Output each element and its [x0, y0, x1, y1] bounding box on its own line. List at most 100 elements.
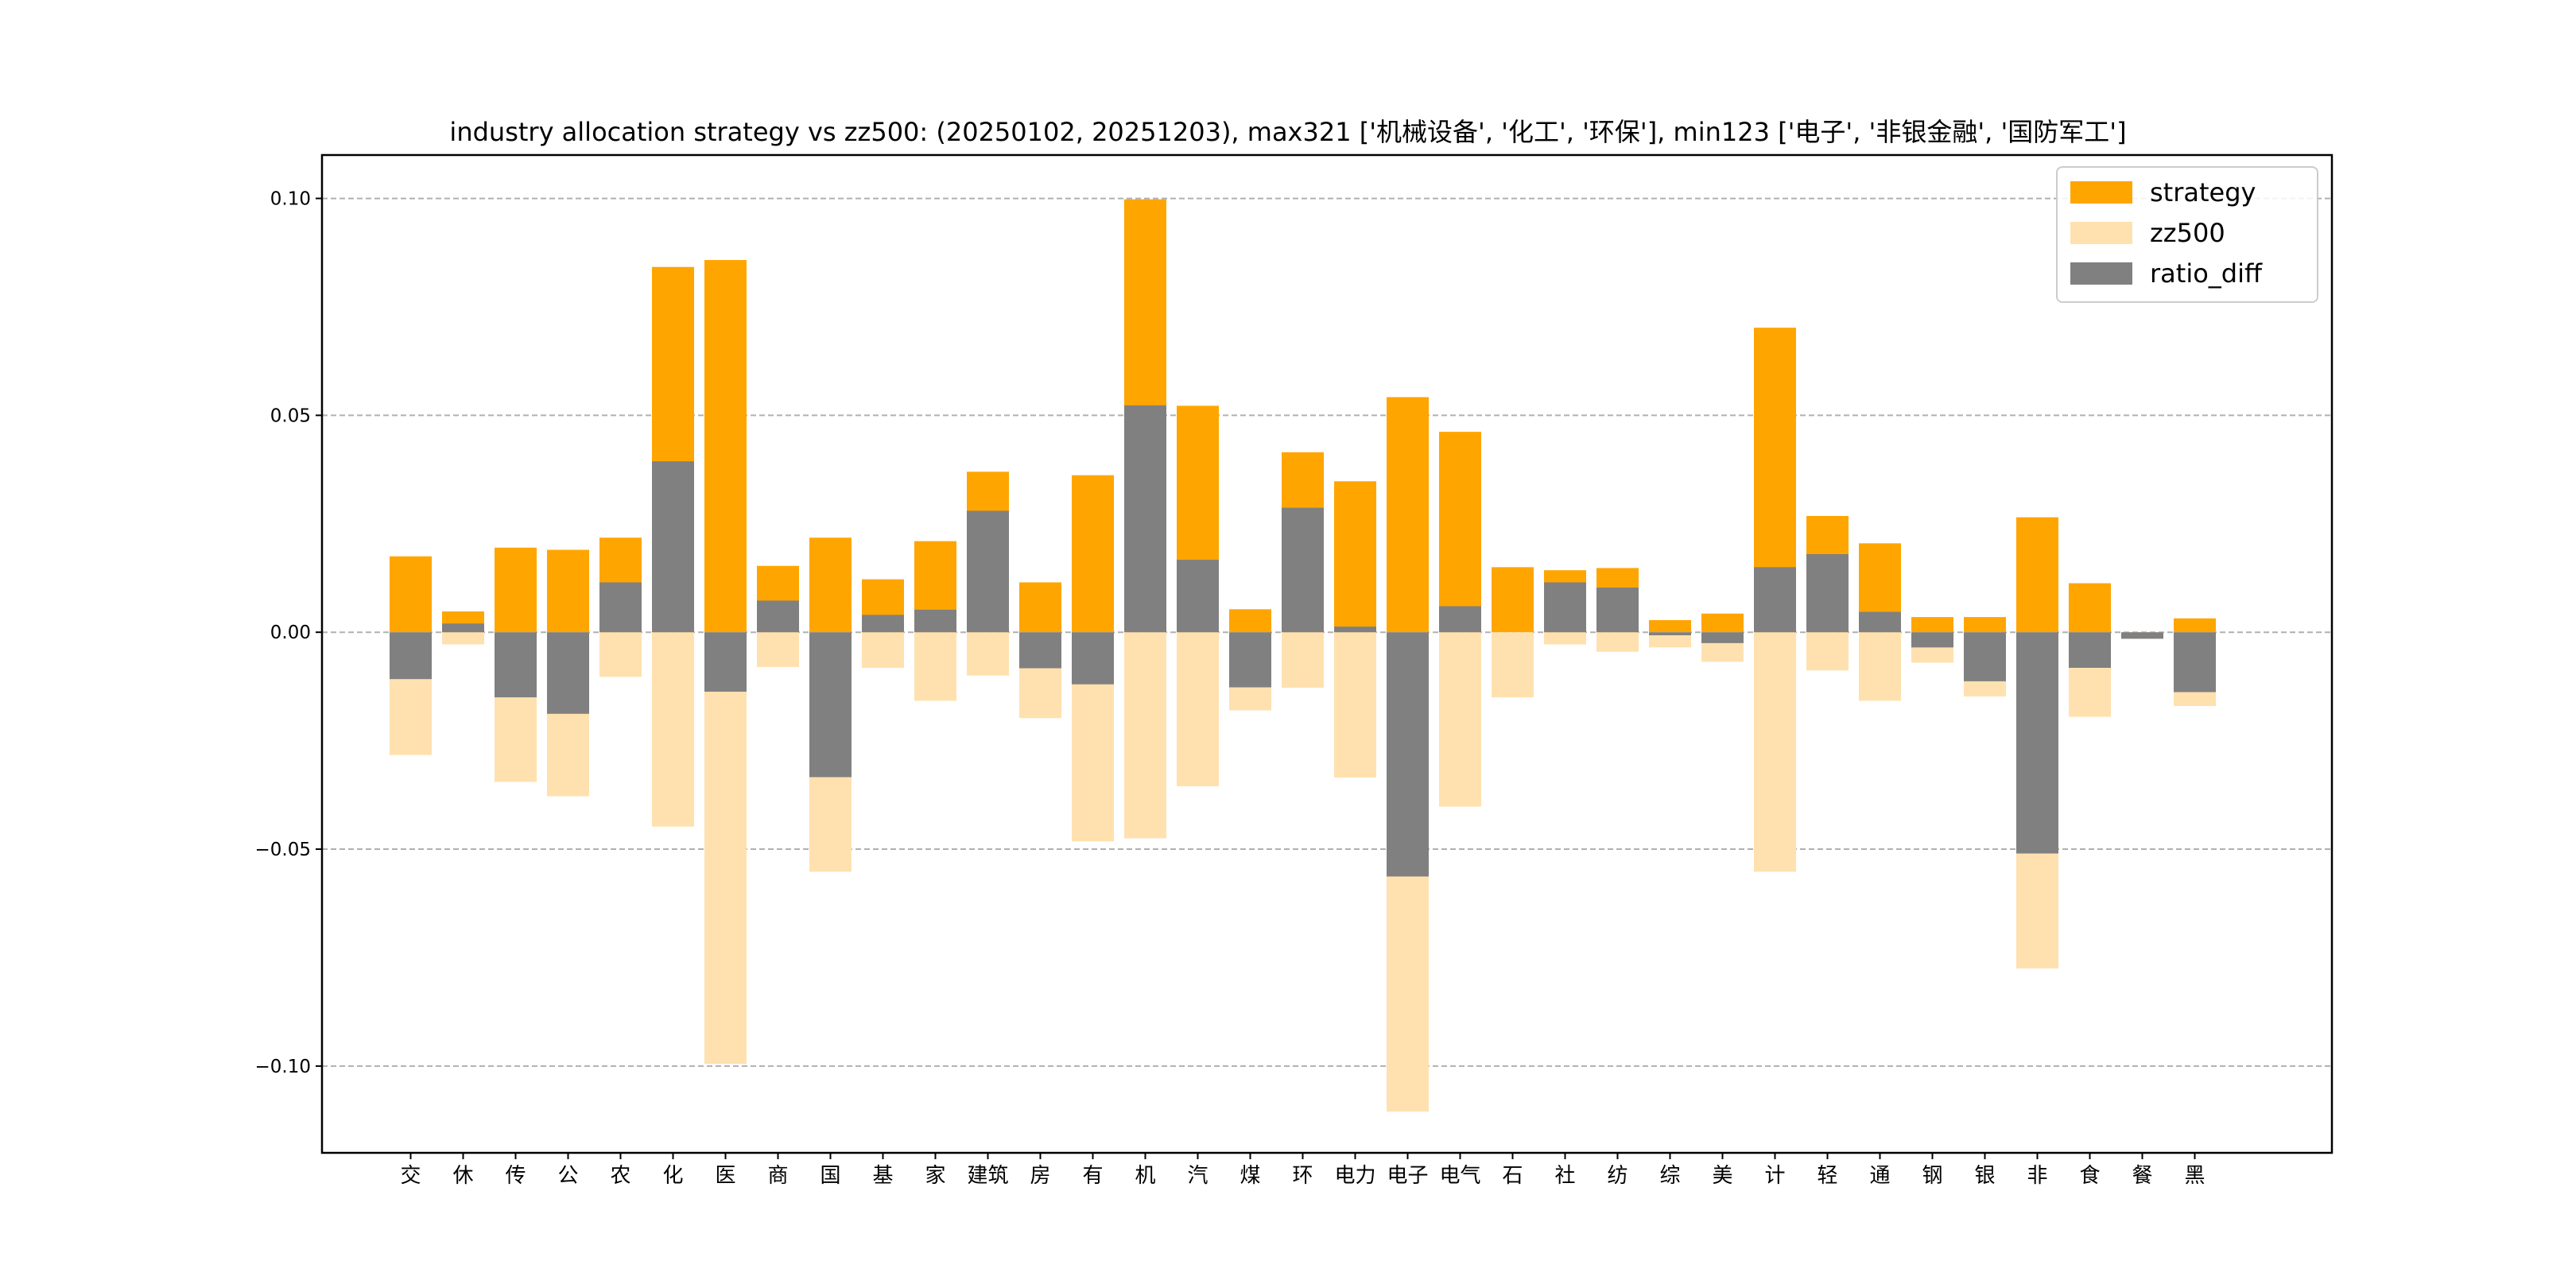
- x-tick-label: 医: [715, 1164, 735, 1188]
- bar-ratio_diff: [704, 632, 747, 692]
- bar-ratio_diff: [1334, 627, 1376, 633]
- legend-label: zz500: [2150, 218, 2225, 248]
- bar-zz500: [862, 632, 904, 668]
- bar-ratio_diff: [1282, 507, 1324, 633]
- x-axis: 交 休 传 公 农 化 医 商 国 基 家建筑房 有 机 汽 煤 环电力 电子 电气石 社 纺 综 美 计 轻 通 钢 银 非 食 餐 黑: [400, 1153, 2206, 1188]
- bar-ratio_diff: [809, 632, 852, 778]
- x-tick-label: 纺: [1607, 1164, 1627, 1188]
- x-tick-label: 综: [1659, 1164, 1680, 1188]
- bar-ratio_diff: [2174, 632, 2216, 692]
- x-tick-label: 休: [452, 1164, 473, 1188]
- bar-ratio_diff: [967, 510, 1009, 633]
- bar-strategy: [1019, 582, 1061, 633]
- bar-ratio_diff: [2016, 632, 2058, 854]
- bar-ratio_diff: [1439, 606, 1481, 633]
- bar-strategy: [390, 556, 432, 633]
- bar-strategy: [809, 537, 852, 633]
- bar-strategy: [2069, 583, 2111, 633]
- bar-strategy: [2174, 618, 2216, 633]
- x-tick-label: 汽: [1187, 1164, 1208, 1188]
- bar-strategy: [1701, 613, 1744, 633]
- bar-ratio_diff: [1649, 632, 1691, 636]
- x-tick-label: 轻: [1817, 1164, 1837, 1188]
- y-tick-label: 0.00: [270, 623, 311, 643]
- bar-ratio_diff: [547, 632, 589, 714]
- bar-zz500: [1282, 632, 1324, 689]
- x-tick-label: 家: [925, 1164, 945, 1188]
- x-tick-label: 钢: [1922, 1164, 1942, 1188]
- x-tick-label: 食: [2079, 1164, 2100, 1188]
- x-tick-label: 环: [1292, 1164, 1313, 1188]
- x-tick-label: 化: [662, 1164, 683, 1188]
- bar-ratio_diff: [1701, 632, 1744, 643]
- bar-ratio_diff: [1806, 554, 1849, 633]
- bar-zz500: [1596, 632, 1639, 652]
- bar-ratio_diff: [495, 632, 537, 698]
- bar-ratio_diff: [1229, 632, 1271, 688]
- x-tick-label: 建筑: [967, 1164, 1008, 1188]
- bar-strategy: [1439, 432, 1481, 633]
- x-tick-label: 国: [820, 1164, 840, 1188]
- bar-strategy: [1911, 617, 1953, 633]
- x-tick-label: 传: [505, 1164, 526, 1188]
- bar-ratio_diff: [1124, 405, 1166, 633]
- bar-zz500: [1177, 632, 1219, 786]
- bar-strategy: [1649, 619, 1691, 633]
- x-tick-label: 煤: [1240, 1164, 1260, 1188]
- bar-zz500: [757, 632, 799, 667]
- bar-ratio_diff: [1072, 632, 1114, 685]
- plot-frame: [320, 153, 2334, 1154]
- bar-ratio_diff: [1387, 632, 1429, 877]
- bar-zz500: [599, 632, 642, 677]
- bar-ratio_diff: [862, 615, 904, 633]
- x-tick-label: 电子: [1387, 1164, 1428, 1188]
- x-tick-label: 有: [1082, 1164, 1103, 1188]
- bar-ratio_diff: [599, 582, 642, 633]
- bar-strategy: [1492, 567, 1534, 633]
- legend-label: strategy: [2150, 177, 2256, 208]
- bar-ratio_diff: [1544, 582, 1586, 633]
- bar-strategy: [1229, 609, 1271, 633]
- y-axis: −0.10 −0.05 0.00 0.05 0.10: [255, 189, 322, 1077]
- x-tick-label: 电气: [1439, 1164, 1480, 1188]
- y-tick-label: −0.05: [255, 840, 311, 860]
- bar-zz500: [1754, 632, 1796, 872]
- bar-zz500: [1492, 632, 1534, 698]
- bar-ratio_diff: [914, 609, 956, 633]
- bar-strategy: [2016, 517, 2058, 633]
- bar-zz500: [1124, 632, 1166, 839]
- bar-ratio_diff: [1911, 632, 1953, 648]
- bar-ratio_diff: [1859, 611, 1901, 633]
- bar-ratio_diff: [652, 461, 694, 633]
- bar-ratio_diff: [442, 623, 484, 633]
- bar-zz500: [1544, 632, 1586, 645]
- bar-zz500: [1806, 632, 1849, 671]
- bar-zz500: [1334, 632, 1376, 778]
- bar-ratio_diff: [1596, 588, 1639, 633]
- y-tick-label: 0.10: [270, 189, 311, 210]
- bar-ratio_diff: [2069, 632, 2111, 668]
- bar-strategy: [1334, 481, 1376, 633]
- x-tick-label: 公: [557, 1164, 578, 1188]
- bar-ratio_diff: [1754, 567, 1796, 633]
- y-tick-label: 0.05: [270, 405, 311, 426]
- x-tick-label: 机: [1135, 1164, 1155, 1188]
- x-tick-label: 美: [1712, 1164, 1732, 1188]
- x-tick-label: 石: [1502, 1164, 1523, 1188]
- bars: [390, 199, 2216, 1112]
- bar-strategy: [495, 547, 537, 633]
- bar-ratio_diff: [2121, 632, 2163, 639]
- bar-zz500: [704, 632, 747, 1065]
- legend-swatch: [2070, 262, 2132, 285]
- y-tick-label: −0.10: [255, 1057, 311, 1077]
- x-tick-label: 农: [610, 1164, 630, 1188]
- series-zz500: [390, 632, 2216, 1112]
- x-tick-label: 黑: [2184, 1164, 2205, 1188]
- bar-ratio_diff: [1019, 632, 1061, 669]
- x-tick-label: 交: [400, 1164, 421, 1188]
- x-tick-label: 非: [2027, 1164, 2047, 1188]
- x-tick-label: 房: [1030, 1164, 1050, 1188]
- bar-ratio_diff: [390, 632, 432, 680]
- bar-zz500: [914, 632, 956, 701]
- legend-swatch: [2070, 222, 2132, 244]
